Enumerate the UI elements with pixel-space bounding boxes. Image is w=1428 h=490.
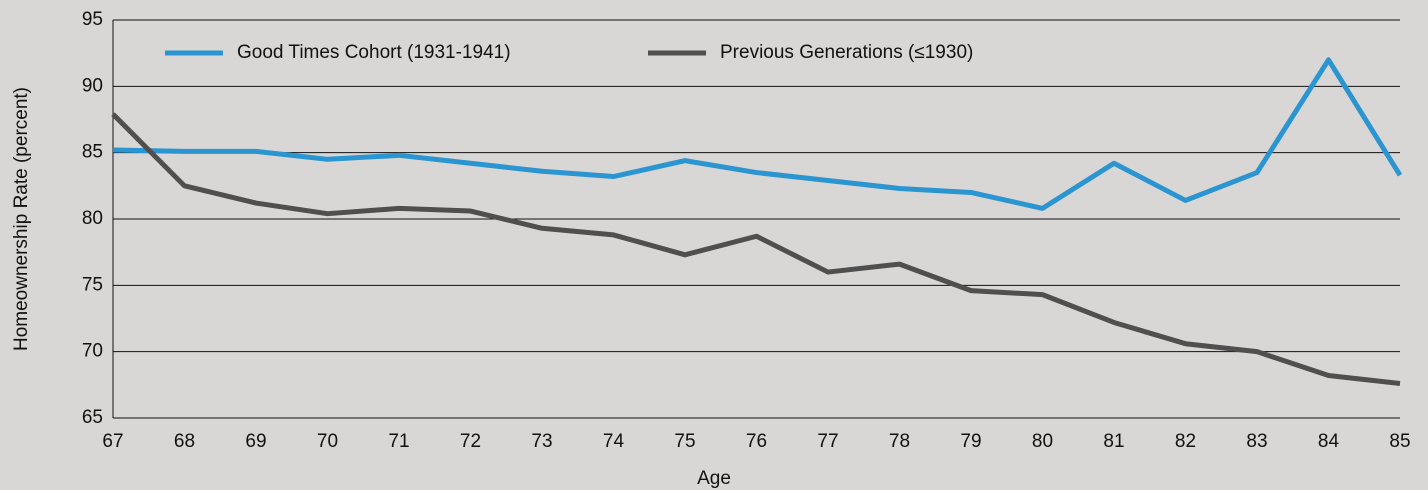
x-tick-label: 80: [1032, 431, 1053, 452]
y-tick-label: 70: [82, 341, 103, 362]
x-tick-label: 68: [174, 431, 195, 452]
x-tick-label: 76: [746, 431, 767, 452]
y-tick-label: 65: [82, 407, 103, 428]
legend-label: Good Times Cohort (1931-1941): [237, 42, 511, 63]
x-tick-label: 75: [674, 431, 695, 452]
x-tick-label: 81: [1103, 431, 1124, 452]
x-tick-label: 79: [960, 431, 981, 452]
x-tick-label: 85: [1389, 431, 1410, 452]
y-tick-label: 80: [82, 208, 103, 229]
series-line: [112, 57, 1403, 211]
y-tick-label: 90: [82, 75, 103, 96]
x-tick-label: 74: [603, 431, 625, 452]
y-tick-label: 95: [82, 9, 103, 30]
x-tick-label: 72: [460, 431, 481, 452]
x-tick-label: 82: [1175, 431, 1196, 452]
x-tick-label: 78: [889, 431, 910, 452]
legend-label: Previous Generations (≤1930): [720, 42, 973, 63]
series-line: [111, 112, 1401, 386]
x-tick-label: 71: [388, 431, 409, 452]
x-tick-label: 69: [245, 431, 266, 452]
x-tick-label: 73: [531, 431, 552, 452]
x-tick-label: 67: [102, 431, 123, 452]
x-tick-label: 83: [1246, 431, 1267, 452]
y-tick-label: 85: [82, 142, 103, 163]
x-tick-label: 77: [817, 431, 838, 452]
x-axis-label: Age: [697, 468, 731, 489]
x-tick-label: 70: [317, 431, 338, 452]
x-tick-label: 84: [1318, 431, 1340, 452]
y-tick-label: 75: [82, 274, 103, 295]
y-axis-label: Homeownership Rate (percent): [11, 87, 32, 351]
